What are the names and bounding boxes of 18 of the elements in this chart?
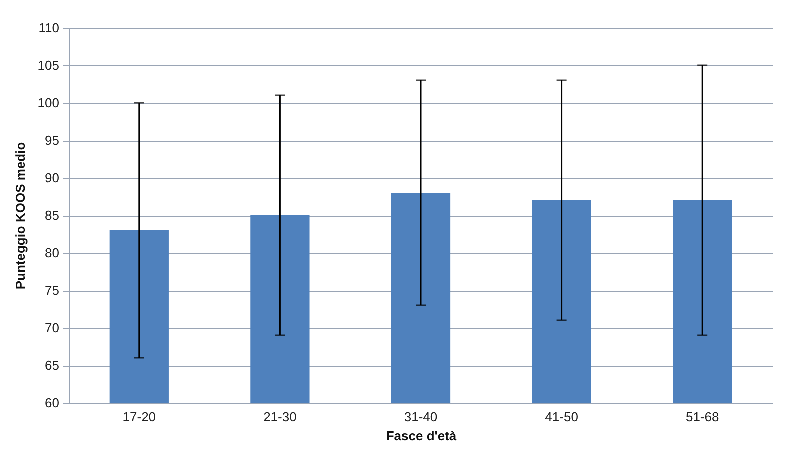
x-tick-label: 41-50 [545, 410, 578, 424]
y-tick-label: 60 [45, 396, 60, 410]
y-axis-title: Punteggio KOOS medio [12, 142, 28, 290]
y-tick-label: 95 [45, 133, 60, 148]
y-tick-label: 70 [45, 320, 60, 336]
x-tick-label: 51-68 [686, 410, 720, 424]
x-tick-label: 31-40 [404, 410, 438, 424]
x-axis-title: Fasce d'età [386, 428, 458, 444]
y-tick-label: 100 [38, 96, 60, 110]
y-tick-label: 65 [45, 358, 60, 373]
y-tick-label: 85 [45, 208, 60, 223]
y-tick-label: 80 [45, 246, 60, 260]
y-tick-label: 110 [38, 20, 60, 36]
y-tick-label: 75 [45, 283, 60, 298]
y-tick-label: 90 [45, 170, 60, 186]
x-tick-label: 21-30 [264, 410, 297, 424]
y-tick-label: 105 [38, 58, 60, 73]
x-tick-label: 17-20 [122, 410, 156, 424]
